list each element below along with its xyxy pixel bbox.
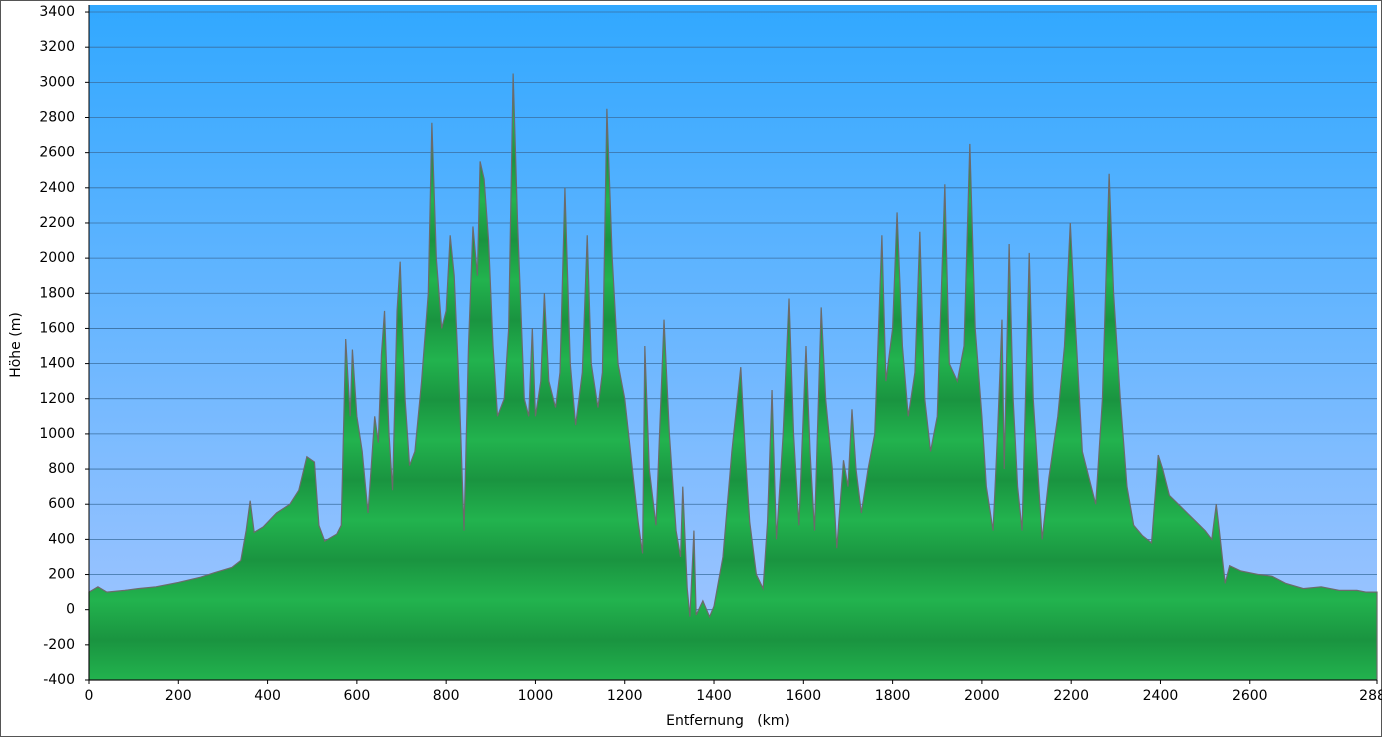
y-tick-label: 2000 (39, 250, 75, 266)
y-tick-label: 600 (48, 496, 75, 512)
x-tick-label: 2600 (1232, 688, 1268, 704)
y-tick-label: 1000 (39, 426, 75, 442)
y-tick-label: 400 (48, 531, 75, 547)
x-tick-label: 2885 (1359, 688, 1382, 704)
x-tick-label: 1800 (875, 688, 911, 704)
x-tick-label: 1000 (518, 688, 554, 704)
y-tick-label: 2200 (39, 215, 75, 231)
y-tick-label: 800 (48, 461, 75, 477)
x-tick-label: 2200 (1053, 688, 1089, 704)
x-tick-label: 600 (344, 688, 371, 704)
y-axis-label: Höhe (m) (8, 312, 24, 378)
y-tick-label: 3200 (39, 39, 75, 55)
y-tick-label: 1600 (39, 320, 75, 336)
elevation-area (88, 73, 1378, 681)
y-tick-label: 2600 (39, 145, 75, 161)
y-tick-label: 1800 (39, 285, 75, 301)
y-tick-label: 2400 (39, 180, 75, 196)
y-tick-label: 1200 (39, 391, 75, 407)
y-tick-label: 0 (66, 602, 75, 618)
x-tick-label: 400 (254, 688, 281, 704)
y-tick-label: 1400 (39, 356, 75, 372)
y-tick-label: 2800 (39, 110, 75, 126)
x-tick-label: 1600 (785, 688, 821, 704)
x-tick-label: 200 (165, 688, 192, 704)
x-tick-label: 2000 (964, 688, 1000, 704)
x-tick-label: 1200 (607, 688, 643, 704)
y-tick-label: -400 (43, 672, 75, 688)
y-tick-label: -200 (43, 637, 75, 653)
y-tick-label: 200 (48, 567, 75, 583)
y-tick-label: 3400 (39, 4, 75, 20)
y-tick-label: 3000 (39, 74, 75, 90)
x-tick-label: 2400 (1143, 688, 1179, 704)
x-tick-label: 0 (85, 688, 94, 704)
x-tick-label: 1400 (696, 688, 732, 704)
x-tick-label: 800 (433, 688, 460, 704)
x-axis-label: Entfernung (km) (666, 713, 790, 729)
